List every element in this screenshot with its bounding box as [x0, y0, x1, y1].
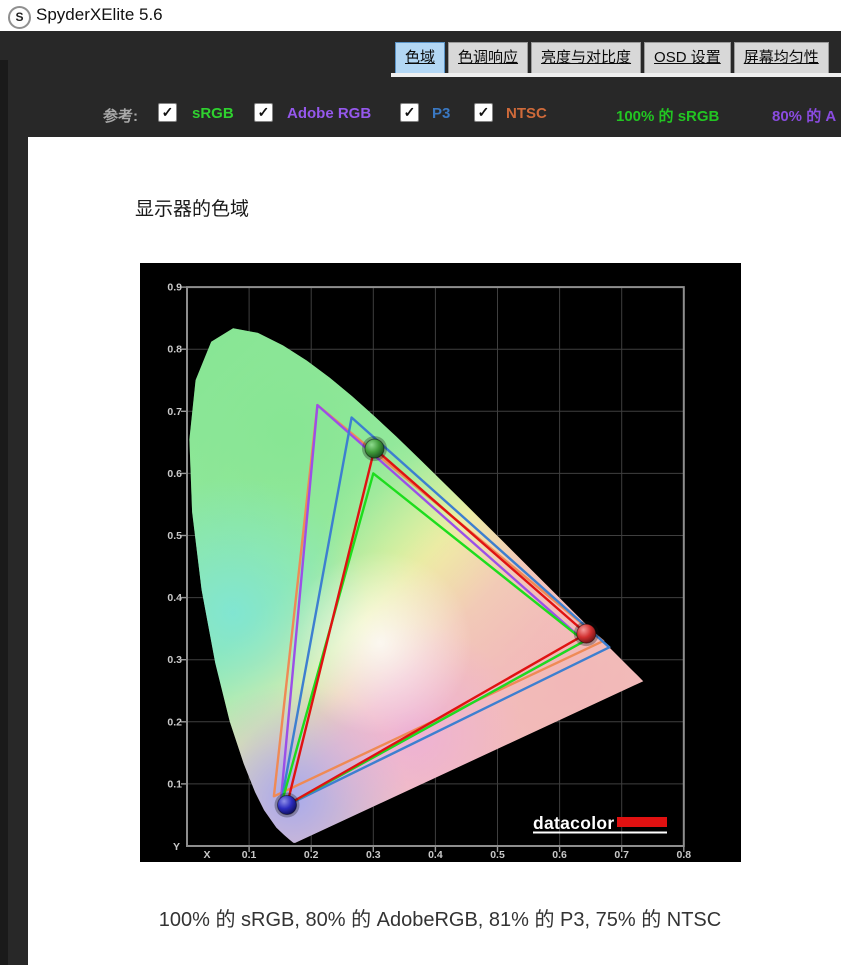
tab-gamut[interactable]: 色域: [395, 42, 446, 73]
tab-strip-baseline: [391, 73, 841, 77]
left-edge-strip: [0, 60, 8, 965]
checkbox-label-srgb[interactable]: sRGB: [192, 105, 234, 122]
tab-tone-response[interactable]: 色调响应: [448, 42, 529, 73]
window-title: SpyderXElite 5.6: [36, 5, 163, 24]
axis-ticks: [181, 286, 685, 852]
coverage-srgb-badge: 100% 的 sRGB: [616, 108, 720, 125]
svg-text:0.7: 0.7: [167, 406, 182, 418]
checkbox-adobe-rgb[interactable]: [254, 103, 273, 122]
reference-label: 参考:: [103, 108, 138, 125]
axis-labels: 0.1 0.2 0.3 0.4 0.5 0.6 0.7 0.8 0.1 0.2 0.3 0.4 0.5 0…: [167, 282, 691, 861]
svg-text:0.4: 0.4: [167, 592, 182, 604]
coverage-adobergb-badge: 80% 的 A: [772, 108, 837, 125]
svg-text:0.6: 0.6: [167, 468, 182, 480]
checkbox-ntsc[interactable]: [474, 103, 493, 122]
title-bar: S SpyderXElite 5.6: [0, 0, 841, 31]
svg-text:0.1: 0.1: [242, 849, 257, 861]
checkbox-srgb[interactable]: [158, 103, 177, 122]
svg-text:0.5: 0.5: [490, 849, 505, 861]
spyder-logo-icon: S: [8, 6, 31, 29]
svg-text:0.8: 0.8: [676, 849, 691, 861]
cie-chromaticity-chart: 0.1 0.2 0.3 0.4 0.5 0.6 0.7 0.8 0.1 0.2 0.3 0.4 0.5 0…: [140, 263, 741, 862]
checkbox-label-adobe-rgb[interactable]: Adobe RGB: [287, 105, 372, 122]
svg-text:0.8: 0.8: [167, 344, 182, 356]
spectral-locus-fill: [189, 328, 644, 843]
svg-text:datacolor: datacolor: [533, 813, 614, 833]
svg-text:0.7: 0.7: [614, 849, 629, 861]
tab-bar: 色域 色调响应 亮度与对比度 OSD 设置 屏幕均匀性: [395, 42, 832, 73]
datacolor-logo: datacolor: [533, 813, 667, 834]
gamut-triangle-P3: [278, 416, 611, 810]
svg-text:0.2: 0.2: [304, 849, 319, 861]
svg-text:0.3: 0.3: [167, 654, 182, 666]
svg-text:0.3: 0.3: [366, 849, 381, 861]
tab-screen-uniformity[interactable]: 屏幕均匀性: [733, 42, 829, 73]
gamut-triangle-显示器: [285, 447, 588, 807]
plot-frame: [186, 286, 685, 848]
svg-text:Y: Y: [173, 841, 180, 853]
primary-markers: [274, 436, 599, 818]
tab-brightness-contrast[interactable]: 亮度与对比度: [531, 42, 642, 73]
chart-container: 0.1 0.2 0.3 0.4 0.5 0.6 0.7 0.8 0.1 0.2 0.3 0.4 0.5 0…: [140, 263, 741, 862]
svg-text:0.9: 0.9: [167, 282, 182, 294]
svg-text:0.6: 0.6: [552, 849, 567, 861]
page-title: 显示器的色域: [135, 199, 250, 220]
tab-osd-settings[interactable]: OSD 设置: [644, 42, 731, 73]
checkbox-label-p3[interactable]: P3: [432, 105, 451, 122]
svg-text:X: X: [203, 849, 210, 861]
gamut-result-text: 100% 的 sRGB, 80% 的 AdobeRGB, 81% 的 P3, 7…: [158, 909, 722, 931]
svg-text:0.2: 0.2: [167, 716, 182, 728]
svg-text:0.5: 0.5: [167, 530, 182, 542]
checkbox-p3[interactable]: [400, 103, 419, 122]
checkbox-label-ntsc[interactable]: NTSC: [506, 105, 547, 122]
svg-text:0.4: 0.4: [428, 849, 443, 861]
svg-text:0.1: 0.1: [167, 778, 182, 790]
